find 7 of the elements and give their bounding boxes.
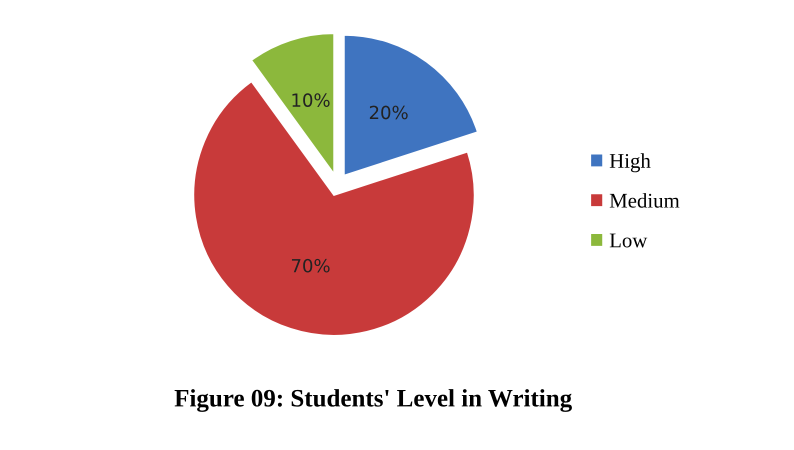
legend-label: Low [610, 234, 648, 248]
data-label: 70% [292, 258, 330, 273]
legend-label: Medium [610, 193, 680, 208]
legend-label: High [610, 153, 651, 172]
data-label: 10% [292, 93, 330, 107]
data-label: 20% [370, 106, 408, 120]
text: Figure 09: Students' Level in Writing [174, 389, 572, 412]
